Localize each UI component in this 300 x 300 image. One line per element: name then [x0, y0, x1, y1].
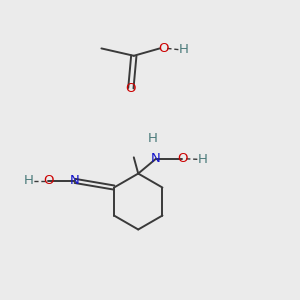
Text: H: H — [179, 44, 189, 56]
Text: N: N — [151, 152, 161, 165]
Text: H: H — [148, 132, 158, 145]
Text: N: N — [70, 174, 80, 187]
Text: O: O — [126, 82, 136, 95]
Text: O: O — [158, 42, 169, 55]
Text: O: O — [177, 152, 188, 165]
Text: H: H — [24, 174, 34, 188]
Text: H: H — [198, 153, 208, 166]
Text: O: O — [43, 174, 54, 188]
